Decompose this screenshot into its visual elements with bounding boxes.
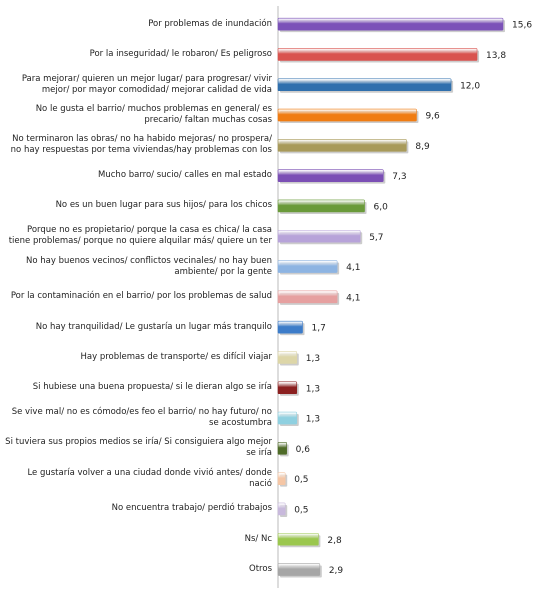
category-label-box: Le gustaría volver a una ciudad donde vi… xyxy=(4,465,272,493)
category-label: Ns/ Nc xyxy=(244,533,272,544)
category-label-box: No hay tranquilidad/ Le gustaría un luga… xyxy=(4,313,272,341)
bar xyxy=(277,381,298,395)
bar xyxy=(277,139,407,152)
category-label-box: Por la inseguridad/ le robaron/ Es pelig… xyxy=(4,40,272,68)
value-label: 1,3 xyxy=(306,354,320,364)
category-label: Por la contaminación en el barrio/ por l… xyxy=(10,291,272,302)
category-label-box: Porque no es propietario/ porque la casa… xyxy=(4,222,272,250)
category-label: No encuentra trabajo/ perdió trabajos xyxy=(111,503,272,514)
category-label: Si hubiese una buena propuesta/ si le di… xyxy=(32,382,272,393)
value-label: 8,9 xyxy=(415,142,430,152)
category-label: Otros xyxy=(249,564,272,575)
category-label-box: No terminaron las obras/ no ha habido me… xyxy=(4,131,272,159)
bar xyxy=(277,78,452,92)
value-label: 7,3 xyxy=(392,172,406,182)
category-label-box: No le gusta el barrio/ muchos problemas … xyxy=(4,101,272,129)
bar xyxy=(277,229,361,243)
category-label-box: Si tuviera sus propios medios se iría/ S… xyxy=(4,434,272,462)
bar xyxy=(277,169,384,182)
bar xyxy=(277,472,286,485)
category-label-box: Se vive mal/ no es cómodo/es feo el barr… xyxy=(4,404,272,432)
category-label-box: Otros xyxy=(4,556,272,584)
category-label-box: Si hubiese una buena propuesta/ si le di… xyxy=(4,374,272,402)
bar xyxy=(277,532,319,546)
bar xyxy=(277,320,303,334)
category-label-box: Hay problemas de transporte/ es difícil … xyxy=(4,343,272,371)
category-label: No hay tranquilidad/ Le gustaría un luga… xyxy=(35,321,272,332)
category-label-box: Por problemas de inundación xyxy=(4,10,272,38)
category-label: Si tuviera sus propios medios se iría/ S… xyxy=(5,437,272,459)
value-label: 0,6 xyxy=(296,445,311,455)
value-label: 4,1 xyxy=(346,263,360,273)
bar xyxy=(277,199,365,213)
category-label-box: No es un buen lugar para sus hijos/ para… xyxy=(4,192,272,220)
category-label: Hay problemas de transporte/ es difícil … xyxy=(80,351,272,362)
value-label: 15,6 xyxy=(512,21,532,31)
category-label-box: Por la contaminación en el barrio/ por l… xyxy=(4,283,272,311)
value-label: 0,5 xyxy=(294,475,308,485)
category-label: Por problemas de inundación xyxy=(148,18,272,29)
category-label: Porque no es propietario/ porque la casa… xyxy=(8,225,272,247)
bar xyxy=(277,290,338,304)
value-label: 6,0 xyxy=(374,202,389,212)
value-label: 13,8 xyxy=(486,51,506,61)
value-label: 5,7 xyxy=(369,233,383,243)
category-label: Le gustaría volver a una ciudad donde vi… xyxy=(27,467,272,489)
bar xyxy=(277,48,478,61)
value-label: 1,3 xyxy=(306,384,320,394)
category-label-box: Mucho barro/ sucio/ calles en mal estado xyxy=(4,162,272,190)
value-label: 1,7 xyxy=(312,324,326,334)
category-label: Por la inseguridad/ le robaron/ Es pelig… xyxy=(89,48,272,59)
value-label: 1,3 xyxy=(306,415,320,425)
bar xyxy=(277,351,298,364)
bar xyxy=(277,502,286,516)
category-label-box: Ns/ Nc xyxy=(4,525,272,553)
category-label: No le gusta el barrio/ muchos problemas … xyxy=(35,104,272,126)
category-label: Mucho barro/ sucio/ calles en mal estado xyxy=(98,170,272,181)
bar xyxy=(277,442,287,455)
category-label: Se vive mal/ no es cómodo/es feo el barr… xyxy=(11,407,272,429)
value-label: 9,6 xyxy=(425,112,440,122)
value-label: 2,9 xyxy=(329,566,344,576)
value-label: 4,1 xyxy=(346,293,360,303)
bar xyxy=(277,563,321,576)
category-label: No terminaron las obras/ no ha habido me… xyxy=(10,134,272,156)
value-label: 0,5 xyxy=(294,505,308,515)
bar xyxy=(277,260,338,273)
value-label: 12,0 xyxy=(460,81,480,91)
bar xyxy=(277,108,417,122)
bar xyxy=(277,411,298,425)
category-label-box: No encuentra trabajo/ perdió trabajos xyxy=(4,495,272,523)
category-label: Para mejorar/ quieren un mejor lugar/ pa… xyxy=(21,73,272,95)
category-label-box: Para mejorar/ quieren un mejor lugar/ pa… xyxy=(4,71,272,99)
bar xyxy=(277,17,504,31)
category-label-box: No hay buenos vecinos/ conflictos vecina… xyxy=(4,253,272,281)
category-label: No es un buen lugar para sus hijos/ para… xyxy=(55,200,272,211)
category-label: No hay buenos vecinos/ conflictos vecina… xyxy=(25,255,272,277)
value-label: 2,8 xyxy=(327,536,342,546)
